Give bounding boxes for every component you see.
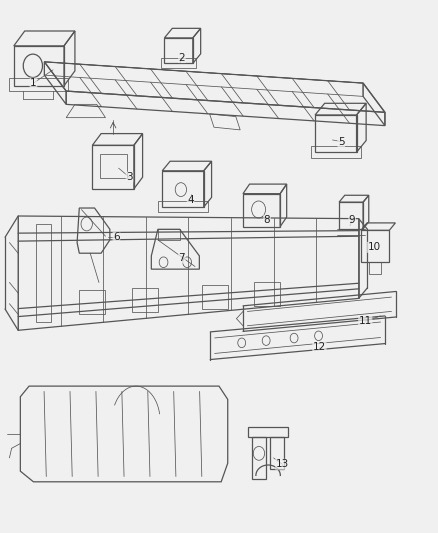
Text: 3: 3 [126, 172, 133, 182]
Text: 12: 12 [313, 342, 326, 352]
Text: 7: 7 [179, 253, 185, 263]
Text: 5: 5 [338, 136, 345, 147]
Text: 1: 1 [30, 78, 37, 88]
Text: 8: 8 [264, 215, 270, 225]
Text: 13: 13 [276, 459, 289, 469]
Text: 11: 11 [359, 316, 372, 326]
Text: 9: 9 [349, 215, 356, 225]
Text: 2: 2 [179, 53, 185, 62]
Text: 10: 10 [367, 243, 381, 252]
Text: 6: 6 [113, 232, 120, 243]
Text: 4: 4 [187, 195, 194, 205]
